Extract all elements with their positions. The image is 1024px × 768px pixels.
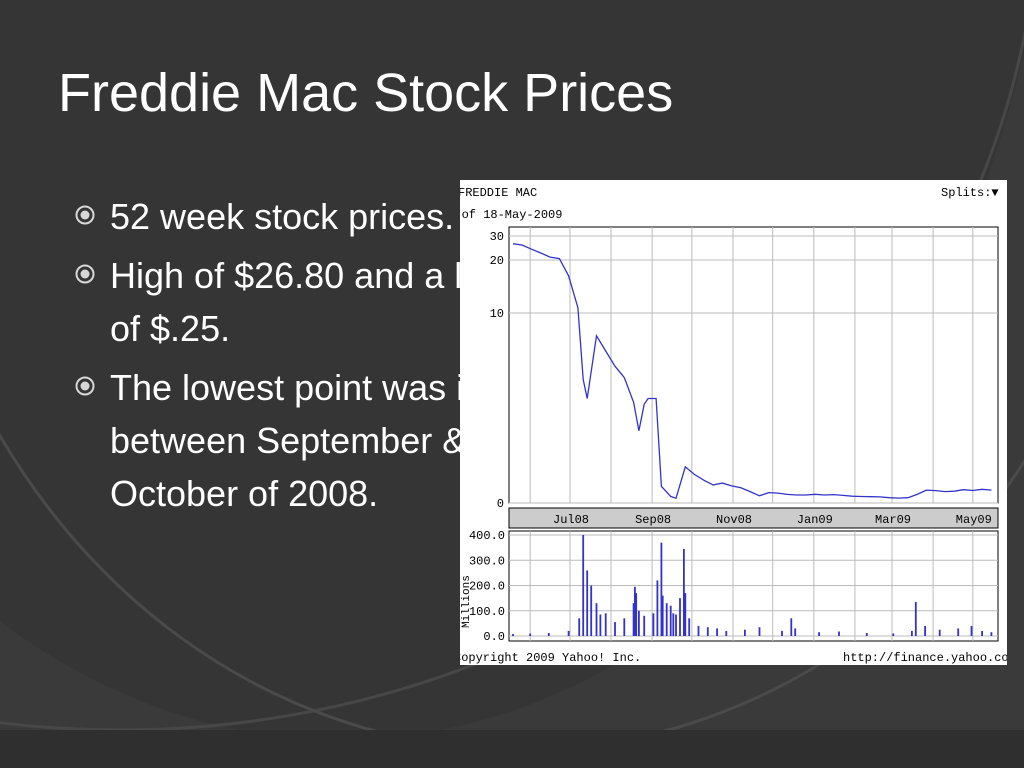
volume-bar bbox=[911, 630, 913, 636]
volume-bar bbox=[684, 593, 687, 636]
x-tick-label: Sep08 bbox=[635, 513, 671, 527]
volume-bar bbox=[914, 601, 917, 636]
volume-bar bbox=[697, 625, 700, 636]
volume-bar bbox=[604, 613, 607, 636]
volume-bar bbox=[865, 633, 868, 636]
y-tick-label: 10 bbox=[490, 307, 504, 321]
volume-bar bbox=[683, 548, 685, 636]
bullet-item: 52 week stock prices. bbox=[74, 190, 544, 243]
price-series-line bbox=[512, 243, 992, 500]
chart-date: As of 18-May-2009 bbox=[460, 208, 562, 222]
volume-bar bbox=[665, 603, 668, 636]
chart-splits: Splits:▼ bbox=[941, 186, 999, 200]
volume-bar bbox=[818, 632, 820, 636]
volume-bar bbox=[635, 593, 638, 636]
volume-bar bbox=[582, 535, 585, 636]
volume-bar bbox=[634, 586, 636, 636]
chart-company: FREDDIE MAC bbox=[460, 186, 537, 200]
bullet-list: 52 week stock prices. High of $26.80 and… bbox=[74, 190, 544, 526]
bullet-text: The lowest point was in between Septembe… bbox=[110, 367, 485, 514]
volume-bar bbox=[981, 630, 983, 636]
volume-bar bbox=[970, 625, 973, 636]
volume-bar bbox=[578, 618, 581, 636]
volume-bar bbox=[957, 628, 960, 636]
volume-bar bbox=[632, 603, 635, 636]
bullet-text: 52 week stock prices. bbox=[110, 196, 455, 237]
volume-y-tick-label: 300.0 bbox=[469, 554, 505, 568]
x-tick-label: Mar09 bbox=[875, 513, 911, 527]
x-tick-label: Jul08 bbox=[553, 513, 589, 527]
volume-bar bbox=[794, 628, 797, 636]
volume-y-tick-label: 400.0 bbox=[469, 529, 505, 543]
x-tick-label: Nov08 bbox=[716, 513, 752, 527]
volume-bar bbox=[990, 632, 993, 636]
volume-bar bbox=[661, 595, 664, 636]
volume-bar bbox=[790, 618, 793, 636]
volume-bar bbox=[781, 630, 783, 636]
volume-bar bbox=[614, 622, 616, 636]
volume-y-tick-label: 0.0 bbox=[483, 630, 505, 644]
y-tick-label: 20 bbox=[490, 254, 504, 268]
volume-bar bbox=[595, 603, 598, 636]
bullet-text: High of $26.80 and a low of $.25. bbox=[110, 255, 509, 349]
volume-bar bbox=[512, 634, 514, 636]
volume-bar bbox=[924, 625, 926, 636]
circle-dot-icon bbox=[75, 205, 95, 225]
volume-axis-label: Millions bbox=[461, 575, 473, 628]
volume-bar bbox=[547, 633, 550, 636]
volume-bar bbox=[623, 618, 626, 636]
volume-bar bbox=[643, 615, 646, 636]
price-grid bbox=[509, 227, 998, 504]
x-tick-label: May09 bbox=[956, 513, 992, 527]
stock-chart-image: FREDDIE MAC As of 18-May-2009 Splits:▼ 3… bbox=[460, 180, 1007, 665]
price-y-ticks: 30 20 10 0 bbox=[490, 230, 504, 511]
volume-bar bbox=[638, 610, 640, 637]
volume-bar bbox=[586, 570, 589, 636]
price-plot-area bbox=[508, 226, 999, 504]
volume-bar bbox=[590, 585, 593, 636]
slide-title: Freddie Mac Stock Prices bbox=[58, 63, 674, 123]
volume-y-ticks: 400.0 300.0 200.0 100.0 0.0 bbox=[469, 529, 505, 644]
circle-dot-icon bbox=[75, 264, 95, 284]
volume-bar bbox=[688, 618, 691, 636]
volume-bar bbox=[652, 613, 655, 636]
volume-bar bbox=[529, 633, 532, 636]
volume-bar bbox=[725, 630, 728, 636]
volume-bar bbox=[599, 614, 602, 636]
chart-copyright: Copyright 2009 Yahoo! Inc. bbox=[460, 651, 641, 665]
volume-bar bbox=[938, 629, 941, 636]
volume-bar bbox=[716, 628, 718, 636]
volume-bar bbox=[838, 631, 840, 636]
volume-bar bbox=[672, 613, 675, 636]
circle-dot-icon bbox=[75, 376, 95, 396]
stock-chart: FREDDIE MAC As of 18-May-2009 Splits:▼ 3… bbox=[460, 186, 1007, 665]
x-tick-label: Jan09 bbox=[797, 513, 833, 527]
x-axis-band bbox=[508, 507, 999, 529]
bullet-item: The lowest point was in between Septembe… bbox=[74, 361, 544, 520]
volume-bars bbox=[512, 535, 993, 637]
volume-bar bbox=[669, 605, 672, 636]
bullet-item: High of $26.80 and a low of $.25. bbox=[74, 249, 544, 355]
volume-y-tick-label: 100.0 bbox=[469, 605, 505, 619]
volume-bar bbox=[675, 614, 677, 636]
volume-bar bbox=[706, 627, 709, 636]
y-tick-label: 0 bbox=[497, 497, 504, 511]
volume-bar bbox=[660, 542, 663, 636]
volume-y-tick-label: 200.0 bbox=[469, 580, 505, 594]
chart-source-url: http://finance.yahoo.com/ bbox=[843, 651, 1007, 665]
volume-bar bbox=[744, 629, 746, 636]
volume-bar bbox=[567, 630, 570, 636]
volume-bar bbox=[656, 580, 659, 636]
volume-bar bbox=[758, 627, 761, 636]
y-tick-label: 30 bbox=[490, 230, 504, 244]
volume-bar bbox=[679, 598, 681, 636]
x-ticks: Jul08 Sep08 Nov08 Jan09 Mar09 May09 bbox=[553, 513, 992, 527]
volume-bar bbox=[892, 633, 895, 636]
